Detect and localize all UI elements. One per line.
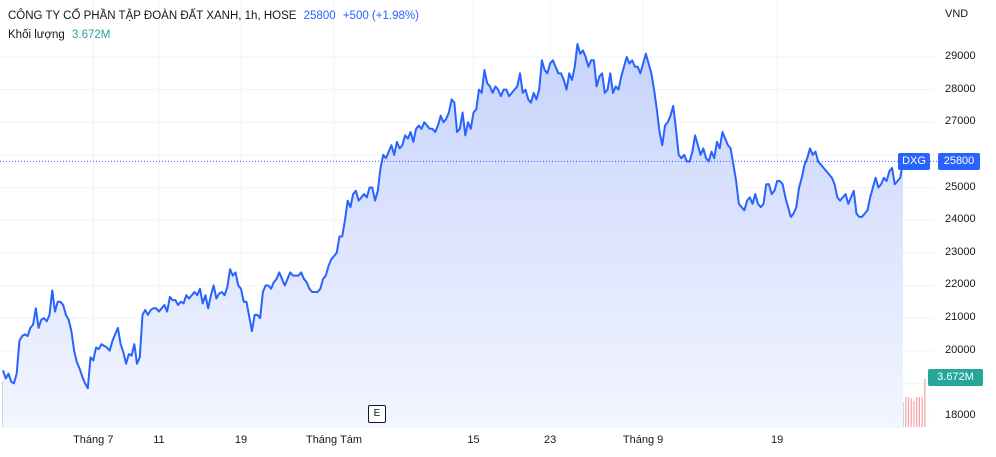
y-tick-label: 20000 <box>945 343 976 356</box>
y-tick-label: 29000 <box>945 50 976 62</box>
currency-label: VND <box>945 8 969 20</box>
y-tick-label: 27000 <box>945 115 976 128</box>
volume-bar <box>921 397 923 427</box>
x-tick-label: 23 <box>543 434 557 446</box>
symbol-title: CÔNG TY CỔ PHẦN TẬP ĐOÀN ĐẤT XANH, 1h, H… <box>8 10 297 22</box>
last-price: 25800 <box>303 10 336 22</box>
x-tick-label: 11 <box>153 434 165 446</box>
volume-bar <box>907 397 910 427</box>
price-badge: 25800 <box>938 153 980 170</box>
y-tick-label: 24000 <box>945 213 976 226</box>
price-area-fill <box>3 43 903 428</box>
volume-bar <box>918 397 921 427</box>
earnings-event-marker[interactable]: E <box>368 405 386 423</box>
y-tick-label: 22000 <box>945 278 976 291</box>
x-tick-label: Tháng 9 <box>622 434 664 446</box>
y-tick-label: 21000 <box>945 311 976 324</box>
volume-bar <box>910 398 912 427</box>
price-change: +500 (+1.98%) <box>342 10 419 22</box>
y-tick-label: 23000 <box>945 245 976 258</box>
y-tick-label: 18000 <box>945 409 976 421</box>
x-tick-label: Tháng 7 <box>73 434 114 446</box>
y-tick-label: 28000 <box>945 82 976 95</box>
volume-label: Khối lượng <box>8 29 65 41</box>
volume-bar <box>916 397 918 427</box>
chart-legend: CÔNG TY CỔ PHẦN TẬP ĐOÀN ĐẤT XANH, 1h, H… <box>8 7 419 45</box>
x-tick-label: Tháng Tám <box>305 434 363 446</box>
volume-bar <box>913 401 915 427</box>
volume-bar <box>905 397 907 427</box>
price-line <box>2 42 904 390</box>
x-tick-label: 15 <box>467 434 480 446</box>
price-area <box>2 42 904 428</box>
x-tick-label: 19 <box>771 434 784 446</box>
y-tick-label: 25000 <box>945 180 976 193</box>
volume-bar <box>924 378 926 427</box>
volume-badge: 3.672M <box>928 369 983 386</box>
x-tick-label: 19 <box>234 434 248 446</box>
symbol-badge: DXG <box>898 153 930 170</box>
volume-value: 3.672M <box>72 29 111 41</box>
